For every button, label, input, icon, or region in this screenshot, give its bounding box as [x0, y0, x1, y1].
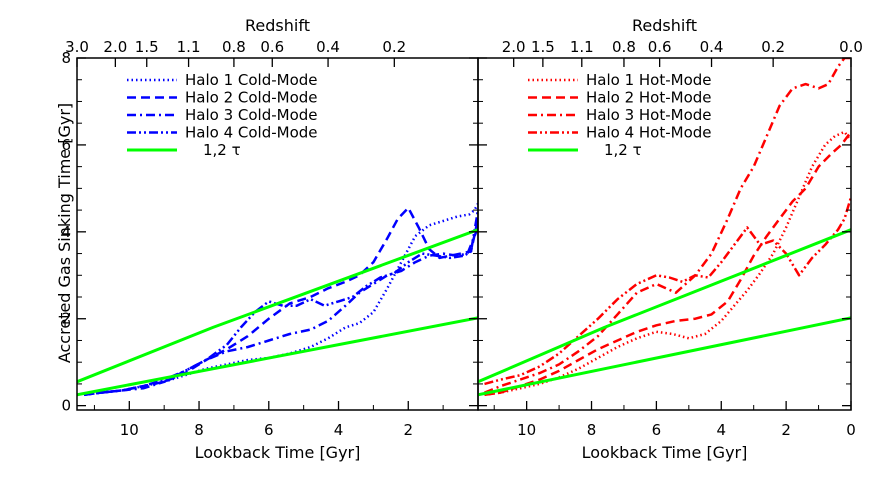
- top-axis-title: Redshift: [245, 16, 310, 35]
- y-tick-label: 6: [61, 136, 71, 154]
- series-group: [77, 203, 478, 397]
- x-tick-label: 4: [716, 421, 726, 439]
- top-tick-label: 0.4: [316, 38, 340, 56]
- legend-label: Halo 3 Cold-Mode: [185, 106, 318, 124]
- legend-label: Halo 2 Cold-Mode: [185, 89, 318, 107]
- top-tick-label: 3.0: [65, 38, 89, 56]
- top-tick-label: 0.2: [761, 38, 785, 56]
- series-line-2: [484, 131, 851, 397]
- legend-label: Halo 4 Cold-Mode: [185, 124, 318, 142]
- series-line-4: [484, 196, 851, 386]
- y-tick-label: 4: [61, 223, 71, 241]
- top-tick-label: 1.5: [531, 38, 555, 56]
- legend-label: 1,2 τ: [203, 141, 241, 159]
- top-tick-label: 0.6: [648, 38, 672, 56]
- x-tick-label: 10: [517, 421, 536, 439]
- series-line-6: [77, 316, 478, 397]
- top-tick-label: 2.0: [103, 38, 127, 56]
- x-tick-label: 6: [652, 421, 662, 439]
- plot-frame: [477, 57, 852, 411]
- series-line-3: [83, 227, 478, 397]
- top-tick-label: 0.6: [260, 38, 284, 56]
- series-line-5: [478, 228, 851, 384]
- legend-label: Halo 2 Hot-Mode: [586, 89, 712, 107]
- top-axis-title: Redshift: [632, 16, 697, 35]
- top-tick-label: 1.1: [570, 38, 594, 56]
- series-line-1: [83, 203, 478, 397]
- top-tick-label: 0.2: [382, 38, 406, 56]
- top-tick-label: 0.0: [839, 38, 863, 56]
- series-line-6: [478, 316, 851, 397]
- legend-label: Halo 3 Hot-Mode: [586, 106, 712, 124]
- x-tick-label: 8: [194, 421, 204, 439]
- top-tick-label: 0.8: [612, 38, 636, 56]
- y-tick-label: 2: [61, 310, 71, 328]
- x-tick-label: 2: [403, 421, 413, 439]
- legend-label: Halo 1 Hot-Mode: [586, 71, 712, 89]
- y-tick-label: 0: [61, 397, 71, 415]
- x-tick-label: 10: [120, 421, 139, 439]
- x-tick-label: 6: [264, 421, 274, 439]
- series-line-5: [77, 228, 478, 384]
- legend-label: 1,2 τ: [604, 141, 642, 159]
- y-axis-title: Accreted Gas Sinking Time [Gyr]: [55, 103, 74, 363]
- series-line-2: [83, 206, 478, 397]
- series-line-3: [484, 58, 851, 394]
- x-axis-title: Lookback Time [Gyr]: [195, 443, 361, 462]
- x-tick-label: 2: [781, 421, 791, 439]
- x-tick-label: 8: [587, 421, 597, 439]
- legend-label: Halo 4 Hot-Mode: [586, 124, 712, 142]
- y-tick-label: 8: [61, 49, 71, 67]
- panel-right: 10 8 6 4 2 0 Lookback Time [Gyr] 2.0 1.5 1.1 0.8 0.…: [477, 16, 863, 462]
- top-tick-label: 1.1: [177, 38, 201, 56]
- x-tick-label: 0: [846, 421, 856, 439]
- top-tick-label: 0.8: [222, 38, 246, 56]
- top-tick-label: 0.4: [700, 38, 724, 56]
- legend-label: Halo 1 Cold-Mode: [185, 71, 318, 89]
- panel-left: 10 8 6 4 2 Lookback Time [Gyr] 3.0 2.0 1.5 1.1 0.8…: [61, 16, 479, 462]
- top-tick-label: 1.5: [135, 38, 159, 56]
- top-tick-label: 2.0: [502, 38, 526, 56]
- series-group: [478, 58, 851, 397]
- x-axis-title: Lookback Time [Gyr]: [582, 443, 748, 462]
- x-tick-label: 4: [334, 421, 344, 439]
